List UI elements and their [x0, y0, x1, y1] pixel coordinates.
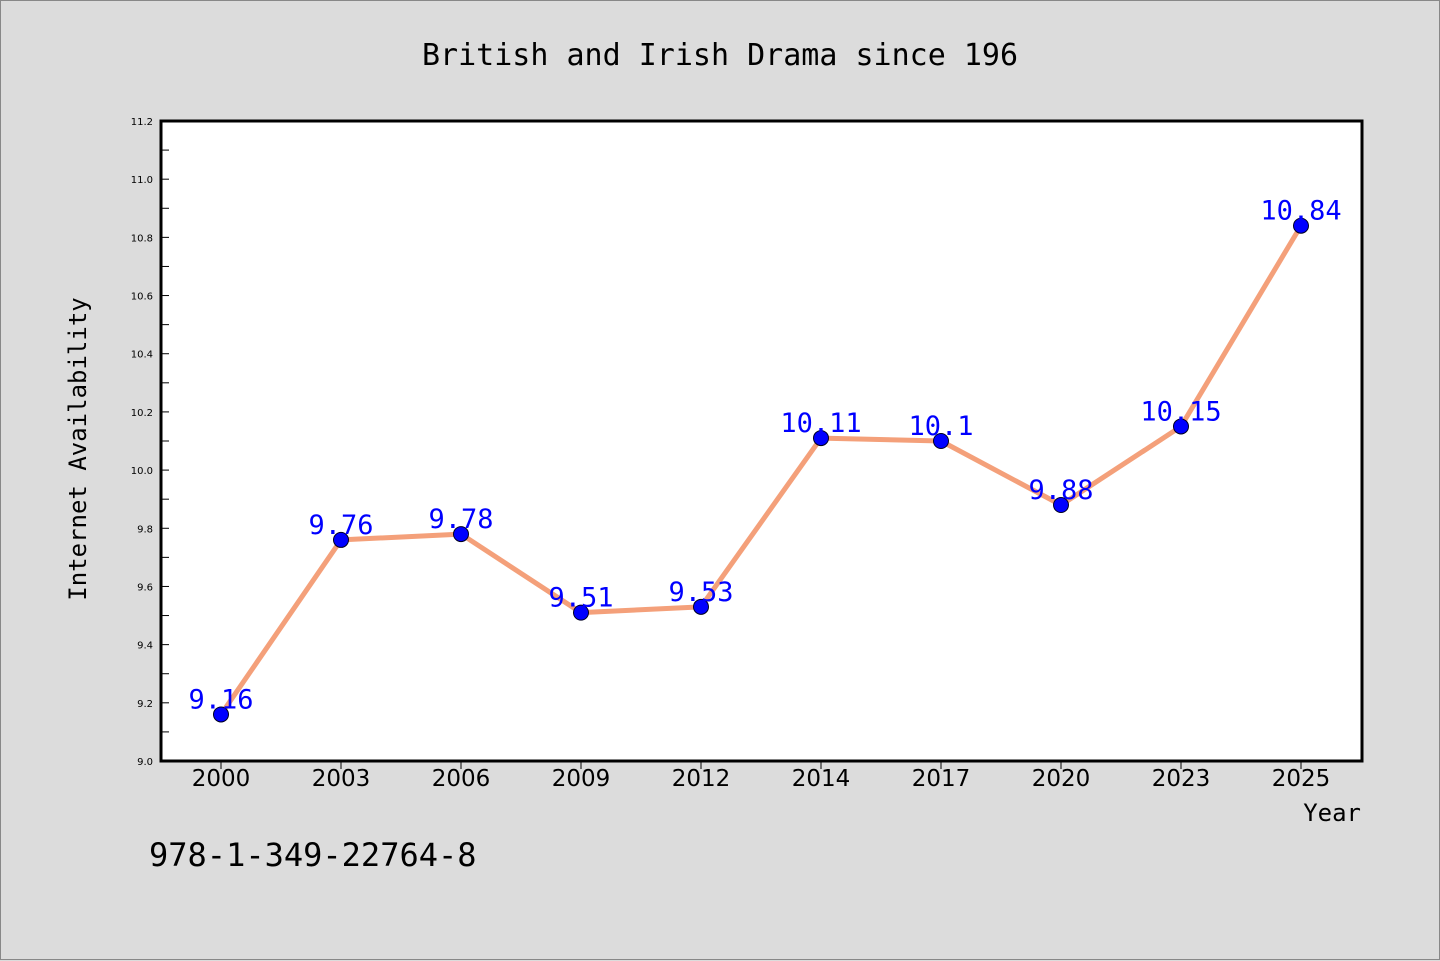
- data-point: [1293, 217, 1309, 234]
- data-label: 10.15: [1140, 396, 1221, 427]
- x-tick-label: 2025: [1272, 766, 1331, 792]
- y-axis: 9.0 9.2 9.4 9.6 9.8 10.0 10.2 10.4 10.6 10.8 11.0 1…: [131, 117, 169, 768]
- data-label: 9.88: [1028, 475, 1093, 506]
- data-label: 10.11: [780, 408, 861, 439]
- y-axis-label: Internet Availability: [64, 297, 92, 600]
- x-tick-label: 2003: [312, 766, 371, 792]
- x-tick-label: 2017: [912, 766, 971, 792]
- x-tick-label: 2014: [792, 766, 851, 792]
- y-tick-label: 10.0: [131, 466, 153, 477]
- y-tick-label: 9.8: [137, 524, 153, 535]
- x-axis: 2000 2003 2006 2009 2012 2014 2017 2020 2023 2025: [192, 761, 1331, 792]
- data-label: 9.16: [188, 684, 253, 715]
- y-tick-label: 9.4: [137, 641, 153, 652]
- data-point: [813, 430, 829, 447]
- data-label: 9.51: [548, 583, 613, 614]
- isbn-text: 978-1-349-22764-8: [149, 836, 477, 874]
- series-line: [218, 223, 1304, 717]
- x-tick-label: 2009: [552, 766, 611, 792]
- x-tick-label: 2020: [1032, 766, 1091, 792]
- data-label: 9.53: [668, 577, 733, 608]
- chart-title: British and Irish Drama since 196: [422, 38, 1018, 73]
- data-label: 9.76: [308, 510, 373, 541]
- series-layer: 9.16 9.76 9.78 9.51 9.53 10.11 10.1 9.88 10.15 10…: [188, 196, 1342, 723]
- y-tick-label: 11.0: [131, 175, 153, 186]
- data-label: 10.1: [908, 411, 973, 442]
- data-point: [453, 526, 469, 543]
- y-tick-label: 10.4: [131, 350, 153, 361]
- x-tick-label: 2012: [672, 766, 731, 792]
- data-point: [933, 433, 949, 449]
- y-tick-label: 10.8: [131, 233, 153, 244]
- x-tick-label: 2023: [1152, 766, 1211, 792]
- y-tick-label: 11.2: [131, 117, 153, 128]
- data-label: 10.84: [1260, 196, 1341, 227]
- data-point: [333, 531, 349, 548]
- y-tick-label: 9.6: [137, 582, 153, 593]
- data-point: [573, 604, 589, 621]
- data-point: [213, 706, 229, 723]
- y-tick-label: 9.2: [137, 699, 153, 710]
- data-point: [693, 598, 709, 615]
- x-tick-label: 2006: [432, 766, 491, 792]
- data-point: [1053, 497, 1069, 513]
- plot-area: [159, 119, 1364, 763]
- y-tick-label: 10.6: [131, 292, 153, 303]
- x-axis-label: Year: [1303, 799, 1361, 827]
- y-tick-label: 9.0: [137, 757, 153, 768]
- data-label: 9.78: [428, 504, 493, 535]
- y-tick-label: 10.2: [131, 408, 153, 419]
- x-tick-label: 2000: [192, 766, 251, 792]
- data-point: [1173, 418, 1189, 435]
